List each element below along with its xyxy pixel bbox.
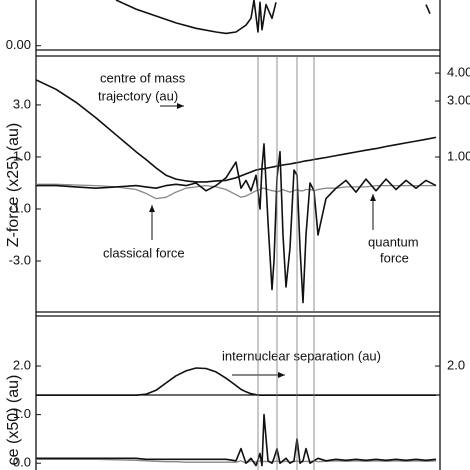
y-tick-label: 1.0 xyxy=(13,148,31,163)
annotation: classical force xyxy=(103,245,185,260)
y2-tick-label: 3.00 xyxy=(447,92,470,107)
annotation: force xyxy=(380,250,409,265)
y-tick-label: 0.0 xyxy=(13,455,31,470)
annotation: centre of mass xyxy=(100,70,186,85)
series-line xyxy=(36,413,437,467)
y-tick-label: 0.00 xyxy=(6,37,31,52)
series-line xyxy=(36,458,437,464)
y2-tick-label: 1.00 xyxy=(447,148,470,163)
series-line xyxy=(36,367,436,396)
plot-area xyxy=(36,0,437,467)
y-tick-label: -3.0 xyxy=(9,252,31,267)
annotation: quantum xyxy=(368,234,419,249)
y2-tick-label: 2.0 xyxy=(447,357,465,372)
annotation: trajectory (au) xyxy=(98,88,178,103)
series-line xyxy=(115,0,431,35)
series-line xyxy=(36,79,437,183)
y-axis-label: ce (x50) (au) xyxy=(5,375,22,466)
series-line xyxy=(36,143,437,304)
annotation: internuclear separation (au) xyxy=(222,348,381,363)
y-tick-label: 1.0 xyxy=(13,406,31,421)
y2-tick-label: 4.00 xyxy=(447,65,470,80)
y-tick-label: 3.0 xyxy=(13,96,31,111)
y-axis-label: Z-force (x25) (au) xyxy=(5,123,22,247)
y-tick-label: 2.0 xyxy=(13,357,31,372)
series-line xyxy=(36,183,436,200)
y-tick-label: -1.0 xyxy=(9,200,31,215)
